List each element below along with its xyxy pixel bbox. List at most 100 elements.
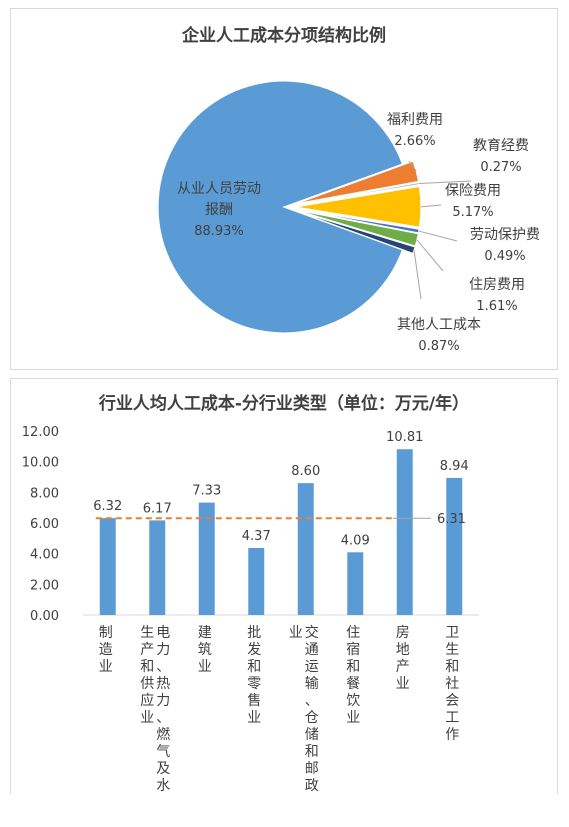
x-category-label: 输 [305,676,319,692]
bar-value-label: 4.09 [341,533,370,548]
pie-category-label: 其他人工成本 [397,317,481,333]
x-category-label: 住 [346,625,360,641]
y-tick-label: 2.00 [30,578,59,593]
y-tick-label: 12.00 [22,425,59,440]
pie-category-label: 从业人员劳动 [177,181,261,197]
bar-chart-title: 行业人均人工成本-分行业类型（单位：万元/年） [98,394,470,414]
pie-percent-label: 5.17% [452,205,493,220]
pie-percent-label: 0.87% [418,339,459,354]
x-category-label: 燃 [156,726,170,743]
pie-chart-panel: 企业人工成本分项结构比例 从业人员劳动报酬 88.93% 福利费用 2.66% 教育经费… [10,8,558,370]
bar-value-label: 7.33 [192,484,221,499]
pie-label: 其他人工成本 0.87% [397,317,481,354]
x-category-label: 建 [198,625,212,641]
pie-percent-label: 0.27% [480,160,521,175]
x-category-label: 及 [156,761,170,777]
x-category-label: 制 [99,625,113,641]
x-category-label: 零 [247,676,261,692]
x-category-label: 业 [289,625,303,641]
pie-leader-line [416,239,444,272]
bar-chart: 0.002.004.006.008.0010.0012.006.32制造业6.1… [22,425,479,794]
x-category-label: 和 [445,659,459,675]
x-category-label: 力 [156,642,170,658]
x-category-label: 造 [99,642,113,658]
bar [297,483,314,615]
bar-value-label: 10.81 [386,430,423,445]
pie-leader-line [418,180,472,185]
x-category-label: 邮 [305,761,319,777]
bar [198,502,215,615]
average-value-label: 6.31 [437,512,466,527]
x-category-label: 供 [140,676,154,692]
x-category-label: 工 [445,710,459,726]
x-category-label: 仓 [305,710,319,726]
bar [248,547,265,615]
x-category-label: 饮 [346,693,360,709]
pie-percent-label: 2.66% [394,134,435,149]
x-category-label: 业 [247,710,261,726]
x-category-label: 产 [396,659,410,675]
pie-slice [294,181,420,206]
bar-value-label: 6.32 [93,499,122,514]
pie-category-label: 报酬 [205,202,233,218]
x-category-label: 业 [396,676,410,692]
pie-slice [294,209,416,255]
bar-chart-panel: 行业人均人工成本-分行业类型（单位：万元/年） 0.00 2.00 4.00 6.00… [10,378,558,794]
x-category-label: 售 [247,693,261,709]
pie-slice [157,80,404,334]
pie-leader-line [420,204,442,208]
x-category-label: 运 [305,659,319,675]
bar-value-label: 4.37 [242,529,271,544]
pie-leader-line [413,250,422,300]
pie-chart: 从业人员劳动报酬 88.93% 福利费用 2.66% 教育经费 0.27% 保险费用 5.17… [157,80,540,354]
pie-leader-line [418,230,458,242]
x-category-label: 业 [140,710,154,726]
bar [99,518,116,615]
bar [347,552,364,615]
y-tick-label: 0.00 [30,609,59,624]
pie-label: 住房费用 1.61% [469,277,525,314]
x-category-label: 通 [305,642,319,658]
pie-category-label: 福利费用 [387,112,443,128]
x-category-label: 生 [445,642,459,658]
pie-chart-title: 企业人工成本分项结构比例 [182,26,386,46]
x-category-label: 卫 [445,625,459,641]
x-category-label: 业 [346,710,360,726]
y-tick-label: 8.00 [30,486,59,501]
bar-value-label: 8.94 [440,459,469,474]
x-category-label: 产 [140,642,154,658]
pie-label: 保险费用 5.17% [445,183,501,220]
pie-label: 从业人员劳动报酬 88.93% [177,181,261,239]
x-category-label: 和 [247,659,261,675]
x-category-label: 政 [305,778,319,794]
x-category-label: 筑 [198,642,212,658]
x-category-label: 气 [156,744,170,760]
x-category-label: 热 [156,676,170,692]
y-tick-label: 10.00 [22,456,59,471]
pie-category-label: 保险费用 [445,183,501,199]
x-category-label: 会 [445,693,459,709]
x-category-label: 作 [445,727,459,743]
x-category-label: 电 [156,625,170,641]
x-category-label: 发 [247,642,261,658]
pie-label: 福利费用 2.66% [387,112,443,149]
x-category-label: 、 [156,659,170,675]
bar-value-label: 8.60 [291,464,320,479]
x-category-label: 批 [247,625,261,641]
x-category-label: 业 [198,659,212,675]
x-category-label: 社 [445,676,459,692]
y-tick-label: 4.00 [30,548,59,563]
pie-category-label: 住房费用 [469,277,525,293]
x-category-label: 交 [305,624,319,641]
bar [149,520,166,615]
pie-slice [294,185,422,228]
pie-slice [294,209,420,247]
x-category-label: 、 [305,693,319,709]
x-category-label: 水 [156,778,170,794]
x-category-label: 力 [156,693,170,709]
x-category-label: 和 [346,659,360,675]
x-category-label: 业 [99,659,113,675]
pie-label: 劳动保护费 0.49% [470,227,540,264]
x-category-label: 房 [396,625,410,641]
x-category-label: 地 [396,642,410,658]
